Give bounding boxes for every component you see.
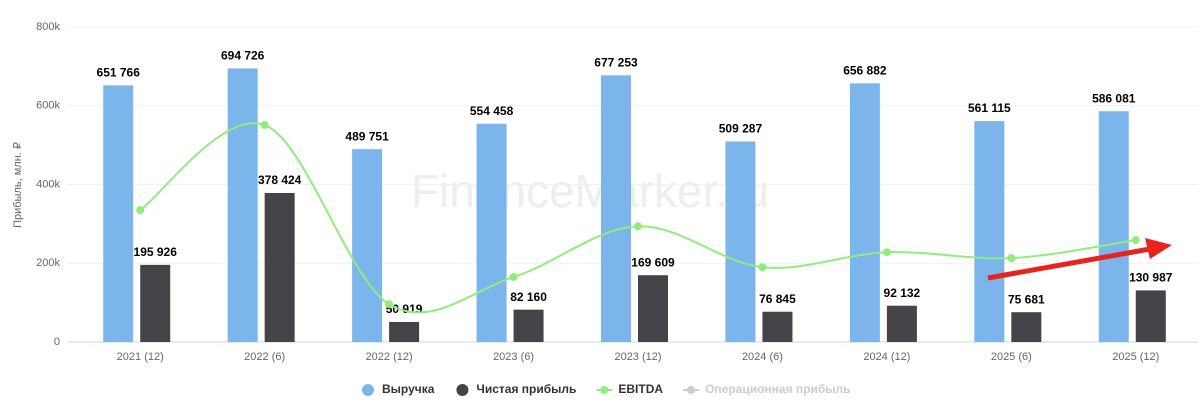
legend-label[interactable]: Чистая прибыль <box>476 382 576 396</box>
legend-label[interactable]: Выручка <box>382 382 435 396</box>
arrow-shaft <box>987 246 1151 281</box>
bar <box>476 123 507 342</box>
y-tick-label: 400k <box>36 178 60 190</box>
legend-label[interactable]: Операционная прибыль <box>705 382 850 396</box>
legend-symbol <box>687 386 696 394</box>
bar <box>1098 111 1129 342</box>
data-label: 586 081 <box>1092 91 1136 105</box>
data-label: 92 132 <box>884 286 921 300</box>
bar <box>974 121 1005 342</box>
line-point <box>1007 254 1016 263</box>
bar <box>513 309 544 342</box>
data-label: 195 926 <box>134 245 178 259</box>
line-point <box>758 263 767 272</box>
line-point <box>136 206 145 215</box>
bar <box>1011 312 1042 342</box>
y-tick-label: 200k <box>36 257 60 269</box>
y-tick-label: 800k <box>36 21 60 33</box>
bar <box>264 192 295 342</box>
data-label: 378 424 <box>258 173 302 187</box>
x-tick-label: 2025 (6) <box>991 351 1032 363</box>
legend-symbol <box>600 386 609 394</box>
data-label: 130 987 <box>1129 271 1173 285</box>
line-point <box>509 273 518 282</box>
line <box>139 122 1136 314</box>
bar <box>886 305 917 342</box>
y-tick-label: 600k <box>36 100 60 112</box>
line-point <box>882 248 891 257</box>
bar <box>1135 290 1166 342</box>
y-axis-label: Прибыль, млн. ₽ <box>12 142 24 228</box>
x-tick-label: 2022 (6) <box>244 351 285 363</box>
annotation-arrow <box>987 238 1172 281</box>
bar <box>601 75 631 342</box>
x-tick-label: 2023 (12) <box>614 351 661 363</box>
legend-symbol <box>456 384 469 396</box>
y-tick-label: 0 <box>54 336 60 348</box>
bar <box>352 149 383 342</box>
line-point <box>1131 236 1140 245</box>
watermark: FinanceMarker.ru <box>411 165 769 217</box>
data-label: 561 115 <box>968 101 1011 115</box>
x-tick-label: 2023 (6) <box>493 351 534 363</box>
bar <box>227 68 258 343</box>
bar <box>389 321 420 342</box>
legend-label[interactable]: EBITDA <box>618 382 663 396</box>
x-tick-label: 2022 (12) <box>366 351 413 363</box>
data-label: 82 160 <box>510 290 547 304</box>
data-label: 656 882 <box>843 64 887 78</box>
bar <box>725 141 756 342</box>
line-point <box>634 222 642 231</box>
data-label: 489 751 <box>345 129 389 143</box>
bar <box>638 275 668 342</box>
x-tick-label: 2024 (12) <box>863 351 910 363</box>
data-label: 75 681 <box>1008 292 1045 306</box>
arrow-head <box>1145 238 1172 259</box>
x-tick-label: 2021 (12) <box>117 351 164 363</box>
bar <box>849 83 880 342</box>
line-point <box>260 121 269 130</box>
line-point <box>385 300 394 309</box>
legend-symbol <box>362 384 374 396</box>
data-label: 509 287 <box>719 122 763 136</box>
x-tick-label: 2025 (12) <box>1112 351 1159 363</box>
data-label: 169 609 <box>631 255 675 269</box>
data-label: 694 726 <box>221 49 265 63</box>
data-label: 651 766 <box>97 66 141 80</box>
bar <box>103 85 134 343</box>
data-label: 554 458 <box>470 104 514 118</box>
x-tick-label: 2024 (6) <box>742 351 783 363</box>
data-label: 677 253 <box>594 56 638 70</box>
bar <box>762 311 793 342</box>
bar <box>140 264 171 342</box>
data-label: 76 845 <box>759 292 796 306</box>
